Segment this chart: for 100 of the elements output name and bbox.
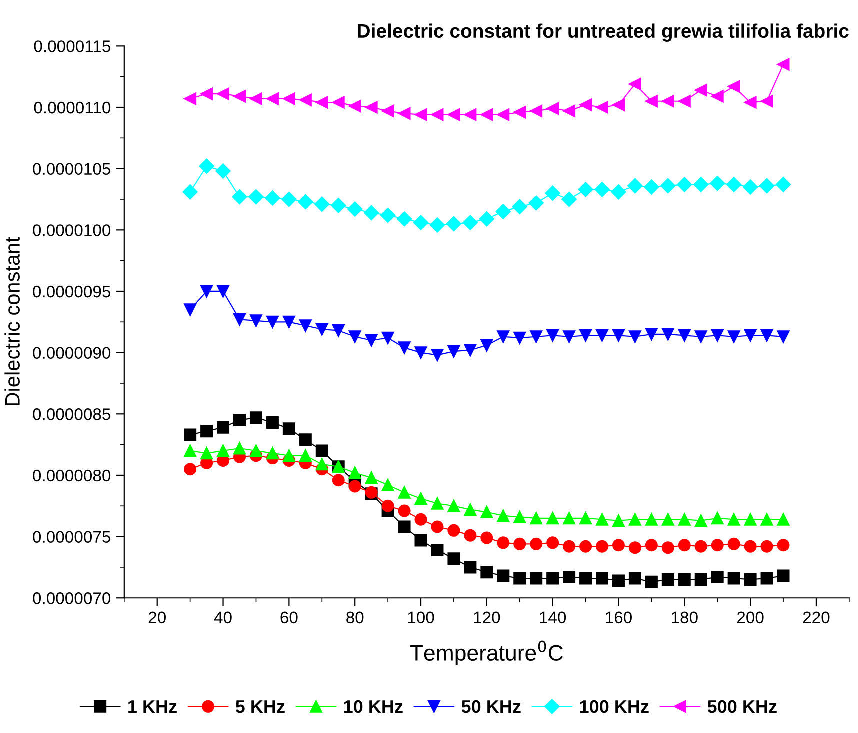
- legend-label: 500 KHz: [708, 700, 777, 714]
- y-axis-title: Dielectric constant: [4, 237, 20, 406]
- point: [480, 532, 494, 544]
- legend-label: 100 KHz: [580, 700, 649, 714]
- point: [612, 98, 625, 112]
- point: [563, 330, 576, 344]
- point: [398, 107, 411, 120]
- point: [464, 529, 477, 542]
- point: [760, 513, 774, 526]
- point: [694, 84, 708, 97]
- x-tick-label: 200: [737, 612, 764, 624]
- x-tick-label: 80: [346, 612, 364, 624]
- point: [365, 472, 378, 484]
- point: [266, 447, 279, 460]
- point: [234, 313, 246, 326]
- point: [431, 349, 444, 362]
- point: [546, 512, 560, 525]
- point: [316, 96, 328, 109]
- y-tick-label: 0.0000100: [33, 224, 111, 236]
- point: [234, 90, 246, 103]
- point: [660, 178, 676, 194]
- point: [217, 285, 230, 298]
- point: [332, 324, 345, 337]
- point: [514, 332, 526, 344]
- point: [348, 330, 362, 344]
- point: [446, 216, 462, 232]
- point: [217, 421, 230, 434]
- point: [760, 329, 774, 342]
- point: [182, 184, 198, 200]
- point: [448, 500, 460, 512]
- point: [562, 192, 577, 208]
- point: [448, 552, 460, 566]
- point: [744, 540, 757, 553]
- point: [265, 190, 280, 206]
- point: [380, 208, 396, 224]
- x-tick-label: 140: [540, 612, 566, 624]
- point: [250, 314, 262, 328]
- point: [545, 186, 560, 201]
- point: [645, 328, 658, 341]
- point: [628, 330, 642, 344]
- point: [628, 78, 642, 90]
- y-tick-label: 0.0000085: [33, 408, 111, 420]
- point: [299, 450, 312, 462]
- point: [512, 199, 528, 214]
- legend-label: 5 KHz: [236, 700, 285, 714]
- point: [530, 330, 543, 344]
- point: [563, 571, 576, 584]
- point: [514, 106, 526, 119]
- point: [497, 330, 510, 344]
- point: [462, 215, 478, 230]
- point: [398, 342, 411, 354]
- point: [563, 512, 576, 525]
- point: [331, 198, 346, 214]
- point: [480, 108, 494, 122]
- point: [596, 329, 609, 342]
- point: [546, 102, 560, 115]
- point: [644, 180, 660, 195]
- point: [530, 538, 543, 550]
- point: [628, 572, 642, 585]
- point: [728, 572, 740, 585]
- point: [711, 90, 724, 103]
- point: [711, 512, 724, 525]
- point: [464, 504, 477, 516]
- point: [760, 540, 774, 553]
- point: [514, 510, 526, 524]
- point: [612, 539, 625, 552]
- point: [332, 474, 345, 487]
- point: [596, 572, 609, 585]
- point: [382, 479, 394, 492]
- point: [316, 458, 328, 471]
- point: [594, 182, 610, 198]
- point: [645, 539, 658, 552]
- point: [250, 412, 262, 424]
- point: [777, 330, 790, 344]
- point: [694, 177, 709, 192]
- point: [414, 534, 428, 547]
- point: [678, 513, 691, 526]
- point: [694, 573, 708, 586]
- point: [464, 561, 477, 574]
- point: [396, 212, 412, 227]
- point: [711, 329, 724, 342]
- y-tick-label: 0.0000105: [33, 163, 111, 176]
- point: [398, 520, 411, 534]
- point: [480, 566, 494, 579]
- point: [677, 177, 692, 192]
- point: [282, 450, 296, 462]
- point: [248, 189, 264, 205]
- point: [282, 316, 296, 328]
- y-tick-label: 0.0000115: [34, 40, 111, 52]
- point: [430, 218, 446, 233]
- point: [184, 444, 197, 458]
- point: [332, 96, 345, 109]
- point: [628, 542, 642, 554]
- point: [431, 108, 444, 122]
- point: [645, 513, 658, 526]
- point: [580, 329, 592, 342]
- point: [298, 194, 314, 210]
- point: [645, 576, 658, 588]
- point: [580, 540, 592, 553]
- point: [596, 513, 609, 526]
